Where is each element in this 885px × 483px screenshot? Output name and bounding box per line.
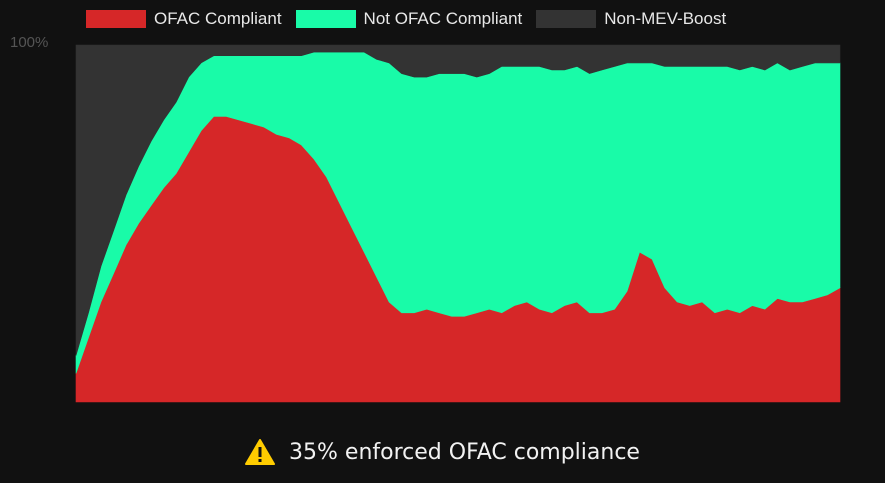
legend-label-ofac-compliant: OFAC Compliant	[154, 9, 282, 28]
area-series-non-mev-boost	[75, 44, 841, 356]
legend: OFAC Compliant Not OFAC Compliant Non-ME…	[86, 9, 740, 29]
warning-icon	[245, 438, 276, 466]
legend-swatch-not-ofac-compliant	[295, 10, 356, 28]
y-axis-tick-label-top: 100%	[10, 34, 49, 51]
legend-swatch-ofac-compliant	[86, 10, 146, 28]
legend-label-non-mev-boost: Non-MEV-Boost	[604, 9, 727, 28]
annotation-text: 35% enforced OFAC compliance	[289, 439, 640, 465]
compliance-annotation: 35% enforced OFAC compliance	[0, 438, 885, 466]
plot-area	[75, 44, 841, 403]
legend-item-ofac-compliant[interactable]: OFAC Compliant	[86, 9, 282, 29]
legend-item-non-mev-boost[interactable]: Non-MEV-Boost	[536, 9, 726, 29]
legend-swatch-non-mev-boost	[536, 10, 597, 28]
legend-item-not-ofac-compliant[interactable]: Not OFAC Compliant	[295, 9, 523, 29]
legend-label-not-ofac-compliant: Not OFAC Compliant	[363, 9, 523, 28]
